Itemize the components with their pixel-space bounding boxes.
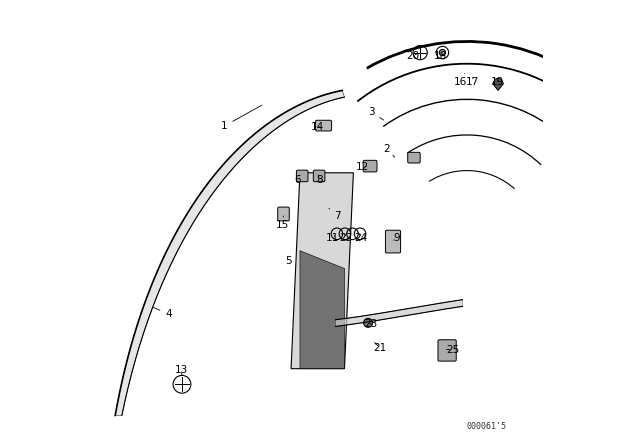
Text: 000061'5: 000061'5 (467, 422, 507, 431)
Polygon shape (335, 300, 463, 327)
Text: 20: 20 (406, 51, 419, 61)
FancyBboxPatch shape (438, 340, 456, 361)
FancyBboxPatch shape (296, 170, 308, 182)
Polygon shape (493, 78, 504, 90)
Text: 1: 1 (221, 105, 262, 131)
Text: 21: 21 (374, 343, 387, 353)
Text: 14: 14 (311, 122, 324, 132)
FancyBboxPatch shape (278, 207, 289, 221)
Circle shape (364, 319, 372, 327)
Text: 23: 23 (365, 319, 378, 329)
FancyBboxPatch shape (408, 152, 420, 163)
FancyBboxPatch shape (314, 170, 325, 182)
Text: 13: 13 (175, 365, 188, 375)
Text: 17: 17 (466, 77, 479, 86)
Polygon shape (300, 251, 344, 369)
Text: 22: 22 (339, 233, 353, 243)
Text: 5: 5 (285, 251, 297, 266)
Text: 15: 15 (276, 216, 289, 230)
Text: 24: 24 (355, 233, 367, 243)
FancyBboxPatch shape (316, 120, 332, 131)
FancyBboxPatch shape (363, 160, 377, 172)
Text: 25: 25 (446, 345, 460, 354)
Polygon shape (291, 173, 353, 369)
Text: 2: 2 (383, 144, 395, 157)
Text: 19: 19 (491, 77, 504, 86)
Text: 11: 11 (326, 233, 339, 243)
Text: 8: 8 (316, 175, 323, 185)
Text: 4: 4 (154, 307, 172, 319)
FancyBboxPatch shape (385, 230, 401, 253)
Text: 18: 18 (433, 51, 447, 61)
Circle shape (439, 49, 445, 56)
Text: 6: 6 (294, 175, 301, 185)
Polygon shape (115, 90, 344, 415)
Text: 16: 16 (454, 73, 467, 86)
Text: 12: 12 (356, 162, 369, 172)
Text: 7: 7 (329, 208, 341, 221)
Text: 3: 3 (368, 107, 383, 120)
Text: 9: 9 (393, 233, 400, 243)
